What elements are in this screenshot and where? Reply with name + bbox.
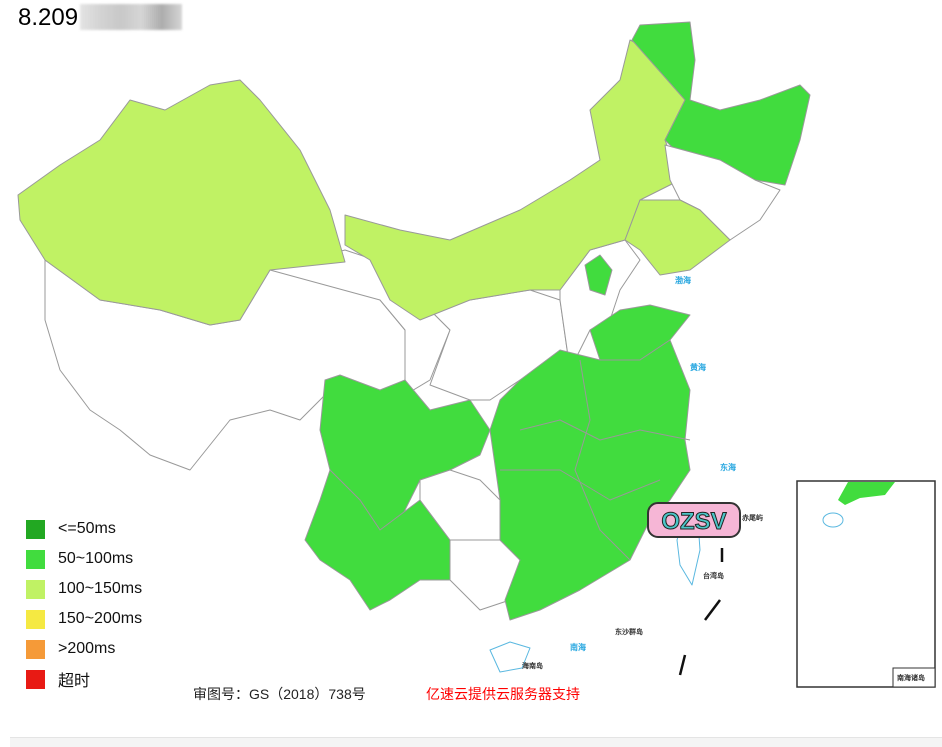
legend-item: 50~100ms (26, 544, 142, 574)
bottom-bar (10, 737, 942, 747)
island-label: 台湾岛 (703, 571, 724, 580)
svg-text:OZSV: OZSV (661, 508, 726, 535)
sea-label: 南海 (570, 642, 586, 652)
region-xinjiang[interactable] (17, 79, 346, 326)
redacted-text (80, 4, 182, 30)
page-title: 8.209 (18, 4, 79, 31)
region-hainan[interactable] (489, 641, 531, 673)
watermark-logo: OZSV (647, 502, 741, 538)
legend-swatch (26, 609, 45, 629)
legend-item: 超时 (26, 664, 142, 694)
island-label: 赤尾屿 (742, 513, 763, 522)
island-label: 海南岛 (522, 661, 543, 670)
legend-label: 50~100ms (58, 550, 134, 567)
legend-swatch (26, 579, 45, 599)
sea-label: 东海 (720, 462, 736, 472)
svg-text:南海诸岛: 南海诸岛 (897, 673, 925, 682)
region-inner-mongolia[interactable] (344, 39, 686, 321)
island-label: 东沙群岛 (615, 627, 643, 636)
sea-label: 渤海 (675, 275, 691, 285)
region-liaoning[interactable] (624, 199, 731, 276)
region-qinghai[interactable] (269, 249, 451, 396)
legend-swatch (26, 549, 45, 569)
legend-item: >200ms (26, 634, 142, 664)
legend-swatch (26, 519, 45, 539)
legend-label: 超时 (58, 673, 91, 690)
region-beijing[interactable] (584, 254, 613, 296)
legend-swatch (26, 639, 45, 659)
sponsor-link[interactable]: 亿速云提供云服务器支持 (426, 686, 580, 702)
south-china-sea-inset: 南海诸岛 (796, 480, 936, 688)
region-yunnan[interactable] (304, 469, 451, 611)
legend-item: <=50ms (26, 514, 142, 544)
legend-label: 100~150ms (58, 580, 143, 597)
legend-item: 150~200ms (26, 604, 142, 634)
sea-label: 黄海 (690, 362, 706, 372)
legend-label: 150~200ms (58, 610, 143, 627)
legend-label: >200ms (58, 640, 116, 657)
legend-item: 100~150ms (26, 574, 142, 604)
legend: <=50ms 50~100ms 100~150ms 150~200ms >200… (26, 514, 142, 694)
legend-label: <=50ms (58, 520, 116, 537)
legend-swatch (26, 669, 45, 689)
region-jilin[interactable] (664, 144, 781, 241)
map-approval-number: 审图号：GS（2018）738号 (193, 686, 366, 702)
